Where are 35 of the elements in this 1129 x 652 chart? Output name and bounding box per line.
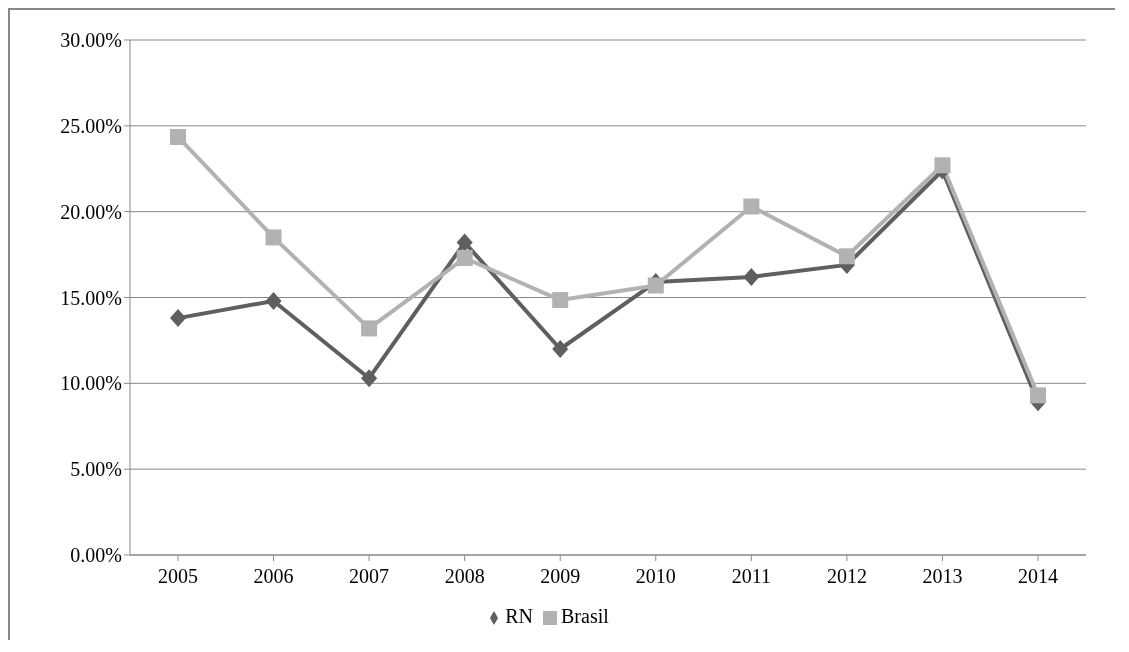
x-tick-label: 2006 [253, 565, 294, 588]
x-tick-label: 2005 [158, 565, 198, 588]
point [456, 250, 473, 267]
point [456, 233, 473, 252]
point [743, 267, 760, 286]
point [361, 369, 378, 388]
point [552, 292, 569, 309]
point [265, 291, 282, 310]
y-tick-label: 25.00% [60, 114, 122, 137]
point [934, 157, 951, 174]
x-tick-label: 2014 [1018, 565, 1058, 588]
point [170, 128, 186, 145]
legend-label: RN [505, 605, 533, 627]
y-tick-label: 15.00% [60, 286, 122, 309]
point [552, 340, 569, 358]
y-tick-label: 5.00% [70, 458, 122, 481]
x-tick-label: 2012 [826, 565, 867, 588]
y-tick-label: 0.00% [70, 544, 122, 567]
x-tick-label: 2010 [635, 565, 676, 588]
point [743, 198, 760, 215]
x-tick-label: 2013 [922, 565, 963, 588]
point [361, 320, 378, 337]
point [170, 309, 186, 328]
point [1030, 387, 1046, 404]
y-tick-label: 10.00% [60, 372, 122, 395]
point [647, 277, 664, 294]
y-tick-label: 20.00% [60, 200, 122, 223]
x-tick-label: 2007 [349, 565, 390, 588]
point [265, 229, 282, 246]
x-tick-label: 2009 [540, 565, 581, 588]
x-tick-label: 2011 [731, 565, 771, 588]
legend-label: Brasil [561, 605, 609, 627]
x-tick-label: 2008 [444, 565, 485, 588]
y-tick-label: 30.00% [60, 29, 122, 52]
point [838, 248, 855, 265]
